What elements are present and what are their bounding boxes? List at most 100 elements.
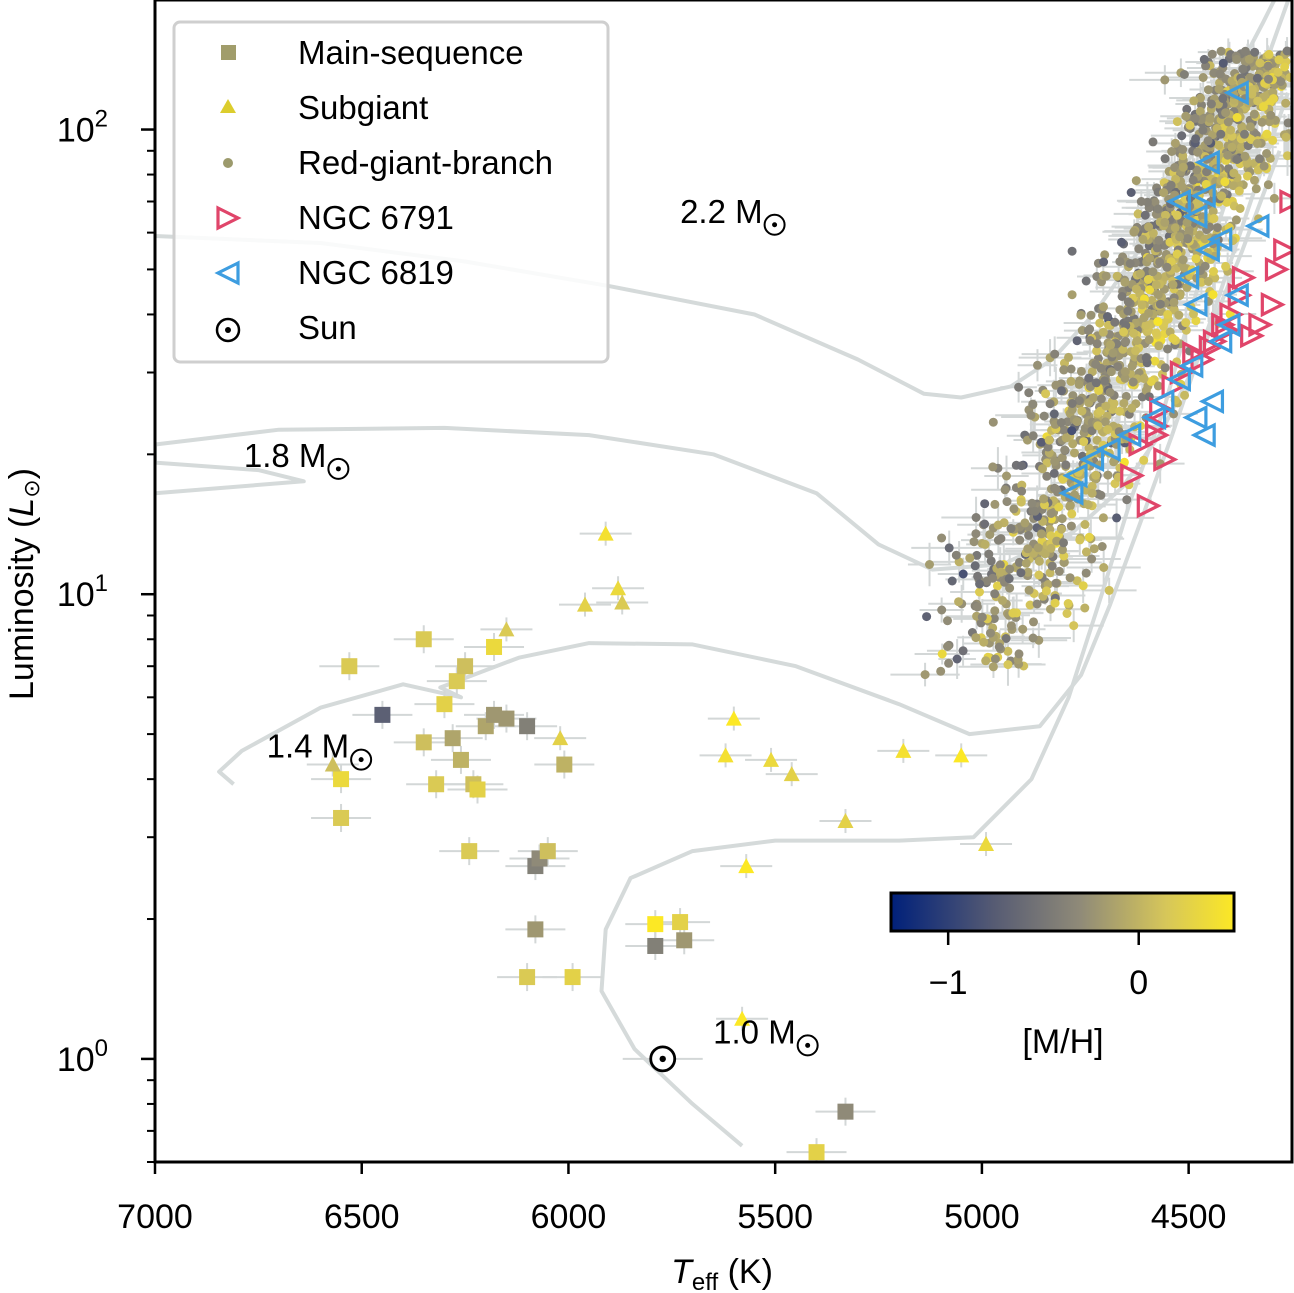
rgb-point [1101,271,1111,281]
rgb-point [1005,583,1015,593]
rgb-point [1003,646,1013,656]
rgb-point [1014,649,1024,659]
rgb-point [1221,108,1231,118]
rgb-point [1084,373,1094,383]
rgb-point [1169,297,1179,307]
rgb-point [1051,380,1061,390]
rgb-point [1079,437,1089,447]
rgb-point [1120,277,1130,287]
main-sequence-point [676,932,693,949]
rgb-point [1120,373,1130,383]
rgb-point [1207,49,1217,59]
rgb-point [1152,243,1162,253]
rgb-point [1057,514,1067,524]
ngc6791-point [1240,323,1266,349]
rgb-point [980,499,990,509]
rgb-point [1033,543,1043,553]
rgb-point [1168,333,1178,343]
ngc6791-point [1136,493,1162,519]
rgb-point [1087,426,1097,436]
track-label-3: 1.0 M [713,1013,796,1050]
rgb-point [1042,471,1052,481]
ngc6791-point [1144,413,1171,439]
rgb-point [1133,209,1143,219]
rgb-point [1168,280,1178,290]
rgb-point [1269,94,1278,104]
rgb-point [1234,186,1244,196]
rgb-point [922,612,932,622]
rgb-point [965,553,975,563]
rgb-point [1195,106,1205,116]
rgb-point [980,519,990,529]
x-axis-label-sub: eff [692,1269,719,1293]
rgb-point [1100,417,1110,427]
rgb-point [992,581,1002,591]
legend-label-main-sequence: Main-sequence [298,34,524,71]
rgb-point [1208,206,1218,216]
rgb-point [1191,316,1201,326]
subgiant-point [614,594,631,610]
rgb-point [951,550,961,560]
rgb-point [1238,64,1248,74]
main-sequence-point [564,969,581,986]
rgb-point [1228,181,1238,191]
rgb-point [1166,180,1176,190]
rgb-point [1221,261,1231,271]
rgb-point [1283,151,1292,161]
rgb-point [981,656,991,666]
main-sequence-point [808,1144,825,1161]
rgb-point [1072,576,1082,586]
colorbar: −1 0 [M/H] [889,891,1236,1061]
rgb-point [1024,530,1034,540]
rgb-point [1163,310,1173,319]
rgb-point [1023,567,1033,577]
rgb-point [1099,302,1108,312]
rgb-point [1249,109,1259,119]
rgb-point [975,579,985,589]
rgb-point [1096,490,1106,500]
ngc6819-point [1182,203,1208,230]
rgb-point [1172,210,1182,220]
rgb-point [1029,617,1038,627]
rgb-point [1206,99,1216,109]
rgb-point [1106,340,1116,350]
main-sequence-point [341,658,358,675]
rgb-point [1201,179,1211,189]
main-sequence-point [519,718,536,735]
rgb-point [1083,326,1093,336]
ngc6791-point [1120,463,1146,489]
main-sequence-point [452,751,469,768]
rgb-point [1245,73,1255,82]
rgb-point [1282,46,1292,56]
rgb-point [1138,234,1148,244]
rgb-point [1193,147,1203,157]
rgb-point [1058,474,1068,484]
rgb-point [1188,175,1198,185]
rgb-point [1067,399,1077,408]
rgb-point [1098,513,1108,523]
track-label-2: 1.4 M [267,728,350,765]
rgb-point [1109,398,1119,408]
rgb-point [1092,346,1102,356]
rgb-point [1023,544,1033,554]
rgb-point [1146,377,1156,386]
rgb-point [1003,660,1013,670]
rgb-point [1159,188,1169,198]
rgb-point [1103,312,1112,321]
rgb-point [1160,75,1170,85]
rgb-point [1009,504,1019,514]
rgb-point [1115,406,1125,416]
main-sequence-point [333,809,350,826]
main-sequence-point [647,916,664,933]
rgb-point [1137,392,1147,402]
rgb-point [1068,391,1078,401]
legend-marker-subgiant [220,99,236,113]
rgb-point [1072,417,1082,427]
rgb-point [988,662,998,672]
rgb-point [1059,538,1068,548]
rgb-point [1203,136,1213,146]
track-labels: 2.2 M 1.8 M 1.4 M 1.0 M [244,193,819,1057]
ngc6819-point [1178,353,1204,379]
rgb-point [1179,70,1189,79]
rgb-point [1052,536,1062,546]
